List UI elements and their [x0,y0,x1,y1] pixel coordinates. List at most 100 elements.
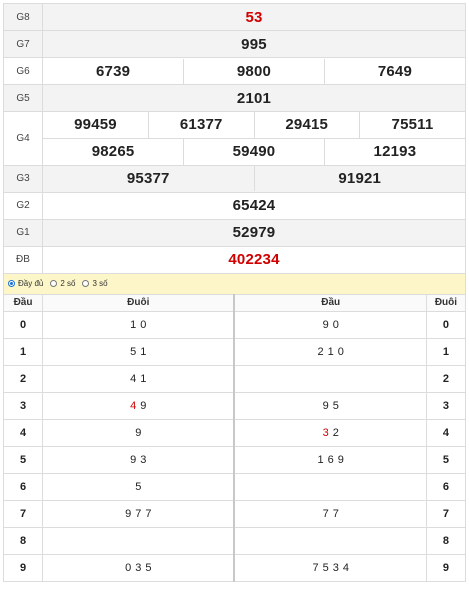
radio-full[interactable] [8,280,15,287]
prize-number: 53 [42,3,466,31]
loto-digit: 7 [332,507,339,520]
prize-cell: 6739 9800 7649 [42,57,466,85]
lottery-results: G8 53 G7 995 G6 6739 9800 7649 G5 2101 [2,3,467,582]
prize-label: G5 [3,84,43,112]
loto-head-digit: 2 [2,364,44,393]
loto-tail-digit: 1 [425,337,467,366]
loto-digit: 2 [317,345,324,358]
prize-label: G2 [3,191,43,220]
loto-head-digit: 3 [2,391,44,420]
option-three-label: 3 số [92,279,108,288]
prize-row-g5: G5 2101 [3,84,466,112]
loto-tail-digit: 2 [425,364,467,393]
loto-tails: 5 [42,472,235,501]
option-two-label: 2 số [60,279,76,288]
prize-label: G7 [3,30,43,58]
loto-tail-digit: 8 [425,526,467,555]
loto-tail-digit: 7 [425,499,467,528]
loto-digit: 5 [332,399,339,412]
loto-digit: 0 [125,561,132,574]
loto-head-digit: 4 [2,418,44,447]
special-prize-number: 402234 [42,245,466,274]
prize-row-special: ĐB 402234 [3,245,466,274]
prize-row-g8: G8 53 [3,3,466,31]
loto-heads [233,472,427,501]
loto-head-digit: 8 [2,526,44,555]
loto-digit: 6 [327,453,334,466]
loto-digit: 5 [135,480,142,493]
loto-header-row: Đầu Đuôi Đầu Đuôi [2,293,467,312]
loto-digit: 4 [342,561,349,574]
prize-cell: 95377 91921 [42,164,466,193]
loto-tail-digit: 6 [425,472,467,501]
loto-digit: 9 [140,399,147,412]
loto-digit: 9 [337,453,344,466]
header-duoi: Đuôi [42,293,235,312]
loto-digit: 9 [125,507,132,520]
prize-number: 65424 [42,191,466,220]
prize-number: 61377 [148,112,255,139]
prize-number: 98265 [43,138,185,165]
loto-heads [233,364,427,393]
loto-digit: 9 [322,318,329,331]
radio-three-digits[interactable] [82,280,90,287]
loto-tail-digit: 5 [425,445,467,474]
header-dau-right: Đầu [233,293,427,312]
radio-two-digits[interactable] [50,280,58,287]
loto-digit: 7 [322,507,329,520]
prize-number: 59490 [183,138,325,165]
loto-digit: 5 [145,561,152,574]
prize-number: 95377 [43,166,255,191]
loto-tail-digit: 3 [425,391,467,420]
prize-number: 91921 [254,166,465,191]
option-three-digits[interactable]: 3 số [82,279,108,288]
prize-row-g3: G3 95377 91921 [3,164,466,193]
loto-digit: 1 [130,318,137,331]
prize-number: 7649 [377,62,412,80]
loto-head-digit: 9 [2,553,44,582]
prize-label: G6 [3,57,43,85]
header-dau: Đầu [2,293,44,312]
prize-label: G8 [3,3,43,31]
option-full-label: Đầy đủ [18,279,44,288]
prize-number: 29415 [254,112,360,139]
loto-heads [233,526,427,555]
loto-digit: 1 [140,345,147,358]
option-two-digits[interactable]: 2 số [50,279,75,288]
loto-tail-digit: 4 [425,418,467,447]
loto-digit: 3 [332,561,339,574]
prize-number: 9800 [183,58,325,84]
loto-digit: 7 [312,561,319,574]
loto-head-digit: 7 [2,499,44,528]
loto-digit: 9 [130,453,137,466]
option-full[interactable]: Đầy đủ [8,279,43,288]
loto-digit: 3 [140,453,147,466]
loto-digit: 9 [322,399,329,412]
header-duoi-right: Đuôi [425,293,467,312]
loto-tails: 9 [42,418,235,447]
prize-row-g2: G2 65424 [3,191,466,220]
loto-digit: 9 [135,426,142,439]
prize-table: G8 53 G7 995 G6 6739 9800 7649 G5 2101 [3,3,466,274]
loto-row: 6 5 6 [2,472,467,501]
loto-head-digit: 6 [2,472,44,501]
prize-cell: 99459 61377 29415 75511 98265 59490 1219… [42,111,466,166]
prize-label: G3 [3,164,43,193]
prize-row-g6: G6 6739 9800 7649 [3,57,466,85]
